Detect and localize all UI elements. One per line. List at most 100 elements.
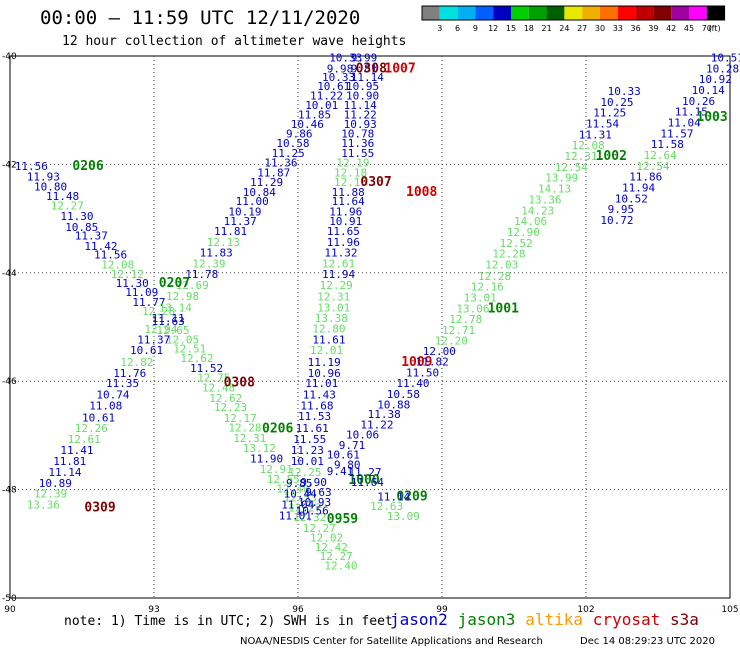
colorbar-swatch [635,6,654,20]
colorbar-swatch [653,6,672,20]
pass-time-label: 0206 [72,159,103,174]
swh-value: 11.54 [586,118,619,131]
colorbar-label: 15 [506,24,516,33]
swh-value: 12.53 [284,492,317,505]
colorbar-label: 6 [455,24,460,33]
colorbar-legend: 3 6 9 12 15 18 21 24 27 30 33 36 39 42 45 70(ft) [421,5,726,33]
swh-value: 11.25 [593,107,626,120]
swh-value: 12.52 [500,237,533,250]
swh-value: 11.78 [185,268,218,281]
swh-value: 9.81 [351,62,378,75]
swh-value: 11.50 [406,366,439,379]
swh-value: 12.39 [34,488,67,501]
swh-value: 10.95 [346,80,379,93]
swh-value: 11.14 [48,466,81,479]
swh-value: 10.61 [130,344,163,357]
swh-value: 10.84 [243,186,276,199]
swh-value: 11.48 [46,190,79,203]
swh-value: 12.63 [370,500,403,513]
satellite-s3a: s3a [670,610,699,629]
swh-value: 12.42 [315,541,348,554]
y-tick-label: -42 [2,160,17,170]
swh-value: 11.11 [152,312,185,325]
swh-value: 11.23 [291,444,324,457]
swh-value: 12.28 [228,422,261,435]
footer-timestamp: Dec 14 08:29:23 UTC 2020 [580,636,715,647]
swh-value: 10.33 [322,71,355,84]
colorbar-label: 12 [488,24,498,33]
swh-value: 10.74 [96,389,129,402]
swh-value: 12.71 [442,324,475,337]
swh-value: 12.51 [173,342,206,355]
colorbar-label: 33 [613,24,623,33]
swh-value: 10.28 [706,62,739,75]
x-tick-label: 96 [292,605,304,615]
pass-time-label: 0209 [396,489,427,504]
colorbar-swatch [617,6,636,20]
swh-value: 11.04 [668,116,701,129]
swh-value: 11.90 [250,453,283,466]
swh-value: 12.00 [423,345,456,358]
swh-value: 11.68 [300,399,333,412]
swh-value: 11.15 [675,106,708,119]
swh-value: 11.88 [332,186,365,199]
colorbar-swatch [493,6,511,20]
swh-value: 10.14 [692,84,725,97]
swh-value: 12.32 [293,511,326,524]
swh-value: 12.28 [142,305,175,318]
swh-value: 10.91 [329,215,362,228]
swh-value: 12.80 [312,322,345,335]
swh-value: 12.19 [336,157,369,170]
swh-value: 13.36 [27,499,60,512]
swh-value: 11.52 [190,362,223,375]
swh-value: 10.85 [65,221,98,234]
pass-time-label: 0959 [327,512,358,527]
colorbar-swatch [582,6,600,20]
satellite-jason3: jason3 [458,610,516,629]
swh-value: 12.40 [276,482,309,495]
swh-value: 14.06 [514,215,547,228]
swh-value: 10.58 [387,388,420,401]
swh-value: 11.40 [396,377,429,390]
swh-value: 11.61 [296,422,329,435]
swh-value: 10.01 [305,99,338,112]
colorbar-unit: (ft) [709,24,721,33]
x-tick-label: 105 [721,605,738,615]
swh-value: 13.01 [464,292,497,305]
swh-value: 10.58 [276,137,309,150]
swh-value: 11.86 [629,171,662,184]
swh-value: 9.99 [351,51,378,64]
swh-value: 10.46 [291,118,324,131]
satellite-jason2: jason2 [390,610,448,629]
swh-value: 11.19 [308,356,341,369]
swh-value: 11.56 [94,249,127,262]
swh-value: 11.42 [84,240,117,253]
swh-value: 12.08 [101,258,134,271]
swh-value: 11.85 [298,108,331,121]
swh-value: 11.27 [348,466,381,479]
swh-value: 11.36 [264,157,297,170]
swh-value: 10.51 [711,51,740,64]
grid-lines [10,56,730,598]
swh-value: 10.88 [377,398,410,411]
swh-value: 12.20 [435,334,468,347]
colorbar-frame [421,5,726,21]
swh-value: 12.18 [334,166,367,179]
swh-value: 10.80 [34,180,67,193]
x-tick-label: 99 [436,605,448,615]
swh-value: 10.93 [344,118,377,131]
swh-value: 12.02 [310,532,343,545]
swh-value: 12.29 [320,279,353,292]
colorbar-label: 9 [473,24,478,33]
swh-value: 12.75 [197,372,230,385]
colorbar-label: 70 [702,24,712,33]
swh-value: 11.55 [293,433,326,446]
pass-time-label: 1003 [696,110,727,125]
swh-value: 11.94 [622,182,655,195]
swh-value: 11.29 [250,176,283,189]
swh-value: 11.87 [257,166,290,179]
swh-value: 9.98 [327,62,354,75]
pass-time-label: 1009 [401,355,432,370]
swh-value: 10.96 [308,367,341,380]
